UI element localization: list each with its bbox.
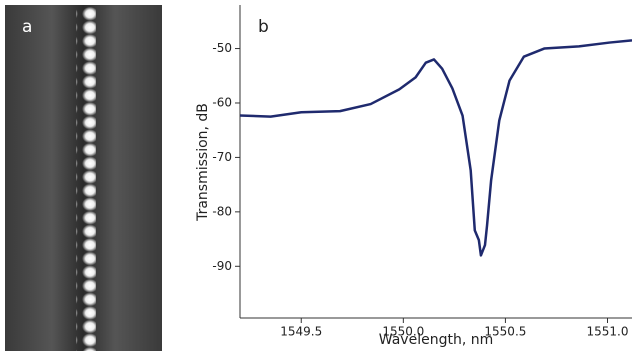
micrograph: a	[5, 5, 162, 351]
y-tick-label: -90	[212, 259, 232, 273]
x-tick-label: 1549.5	[280, 325, 322, 339]
y-tick-label: -70	[212, 150, 232, 164]
dot-chain	[76, 7, 96, 351]
page: a b Wavelength, nm Transmission, dB -50-…	[0, 0, 632, 351]
y-axis-label: Transmission, dB	[195, 103, 211, 222]
chart: b Wavelength, nm Transmission, dB -50-60…	[195, 5, 632, 348]
data-line	[240, 40, 632, 255]
x-tick-label: 1550.5	[484, 325, 526, 339]
y-tick-label: -50	[212, 41, 232, 55]
x-tick-label: 1551.0	[587, 325, 629, 339]
y-tick-label: -80	[212, 204, 232, 218]
x-tick-label: 1550.0	[382, 325, 424, 339]
panel-label: b	[258, 17, 269, 37]
y-tick-label: -60	[212, 95, 232, 109]
figure: a b Wavelength, nm Transmission, dB -50-…	[0, 0, 632, 351]
panel-label: a	[22, 17, 32, 37]
